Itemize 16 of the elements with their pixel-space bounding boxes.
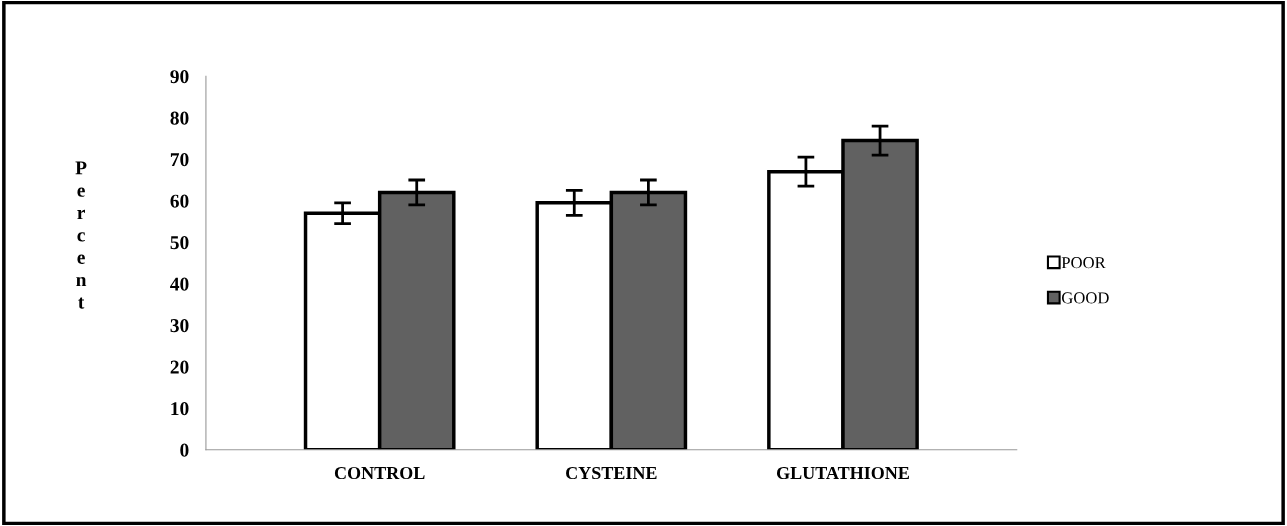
y-tick-label: 20 [170,360,189,374]
y-tick-label: 70 [170,153,189,167]
y-tick-label: 50 [170,236,189,250]
y-tick-label: 0 [180,443,189,457]
x-tick-label: GLUTATHIONE [776,466,909,480]
x-tick-label: CONTROL [334,466,425,480]
y-tick-label: 30 [170,319,189,333]
y-tick-label: 60 [170,194,189,208]
y-tick-label: 80 [170,111,189,125]
legend-label: POOR [1061,257,1106,269]
x-tick-label: CYSTEINE [566,466,657,480]
y-tick-label: 40 [170,277,189,291]
y-tick-label: 90 [170,70,189,84]
legend-label: GOOD [1061,292,1109,304]
y-tick-label: 10 [171,402,189,416]
y-axis-title: Percent [75,161,87,309]
